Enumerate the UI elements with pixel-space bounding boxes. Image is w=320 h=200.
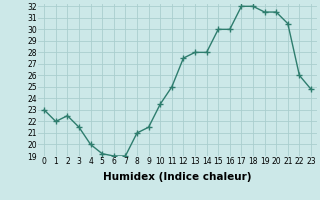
X-axis label: Humidex (Indice chaleur): Humidex (Indice chaleur) <box>103 172 252 182</box>
